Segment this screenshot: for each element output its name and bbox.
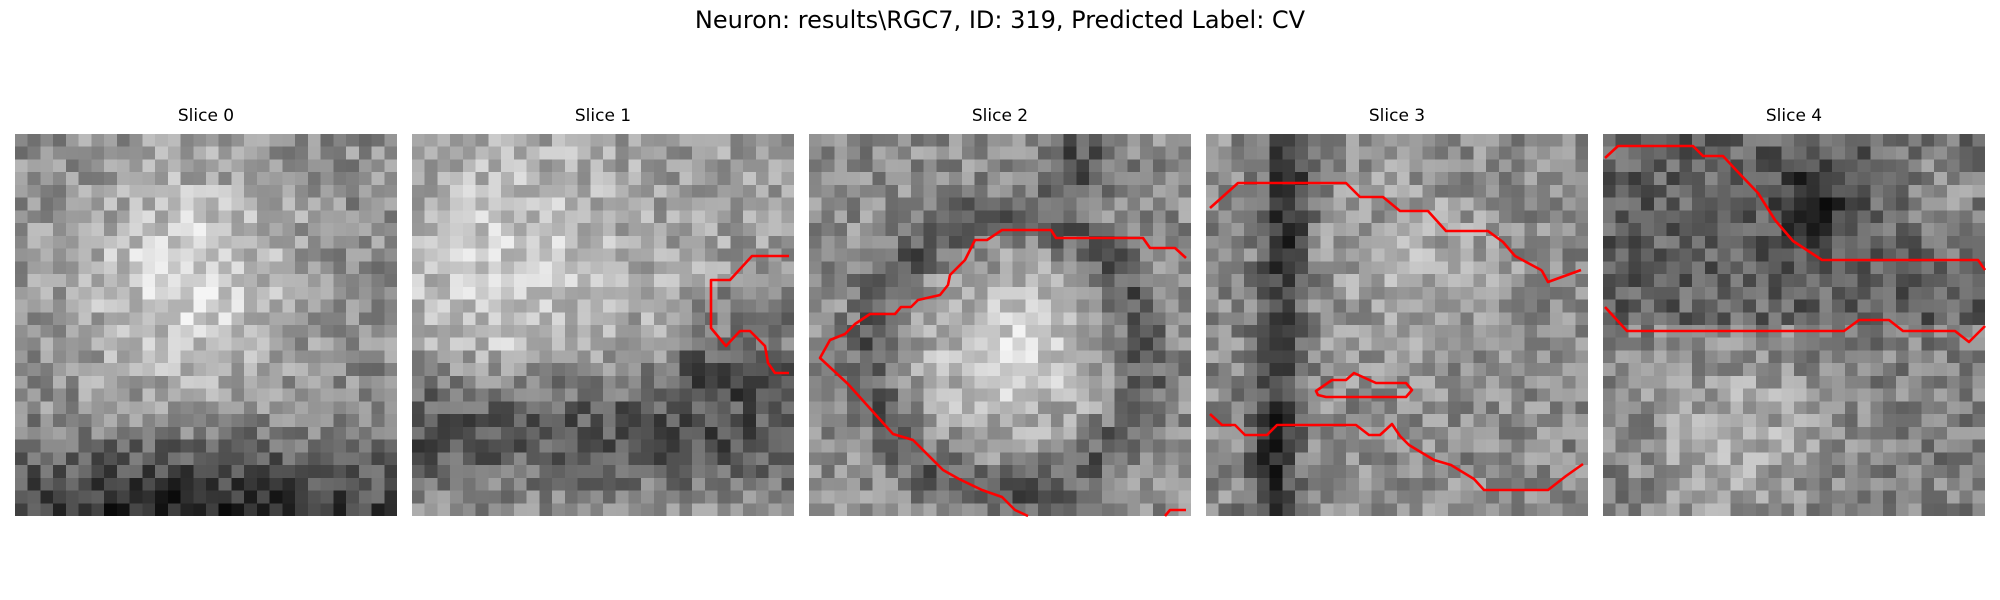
- slice-title-1: Slice 1: [574, 106, 632, 126]
- figure-title: Neuron: results\RGC7, ID: 319, Predicted…: [694, 6, 1306, 34]
- slice-panel-4: Slice 4: [1603, 106, 1987, 516]
- slice-image-0: [15, 134, 397, 516]
- roi-contour: [709, 254, 789, 375]
- roi-contour: [1164, 508, 1186, 517]
- slice-title-2: Slice 2: [971, 106, 1029, 126]
- roi-contour-small: [1314, 371, 1414, 399]
- slice-title-4: Slice 4: [1765, 106, 1823, 126]
- slice-overlay-4: [1604, 144, 1987, 344]
- roi-contour: [1209, 181, 1582, 284]
- slice-title-0: Slice 0: [177, 106, 235, 126]
- roi-contour: [818, 228, 1187, 518]
- slice-title-3: Slice 3: [1368, 106, 1426, 126]
- slice-overlay-0: [15, 134, 397, 516]
- roi-contour: [1604, 306, 1986, 344]
- slice-image-3: [1206, 134, 1588, 516]
- slice-overlay-3: [1209, 181, 1584, 492]
- slice-image-4: [1603, 134, 1985, 516]
- slice-panel-1: Slice 1: [412, 106, 794, 516]
- slice-overlay-2: [818, 228, 1187, 518]
- slice-panel-2: Slice 2: [809, 106, 1191, 518]
- slice-panel-0: Slice 0: [15, 106, 397, 516]
- roi-contour: [1209, 413, 1584, 492]
- slice-image-1: [412, 134, 794, 516]
- slice-image-2: [809, 134, 1191, 516]
- slice-overlay-1: [709, 254, 789, 375]
- slice-panel-3: Slice 3: [1206, 106, 1588, 516]
- roi-contour: [1604, 144, 1987, 271]
